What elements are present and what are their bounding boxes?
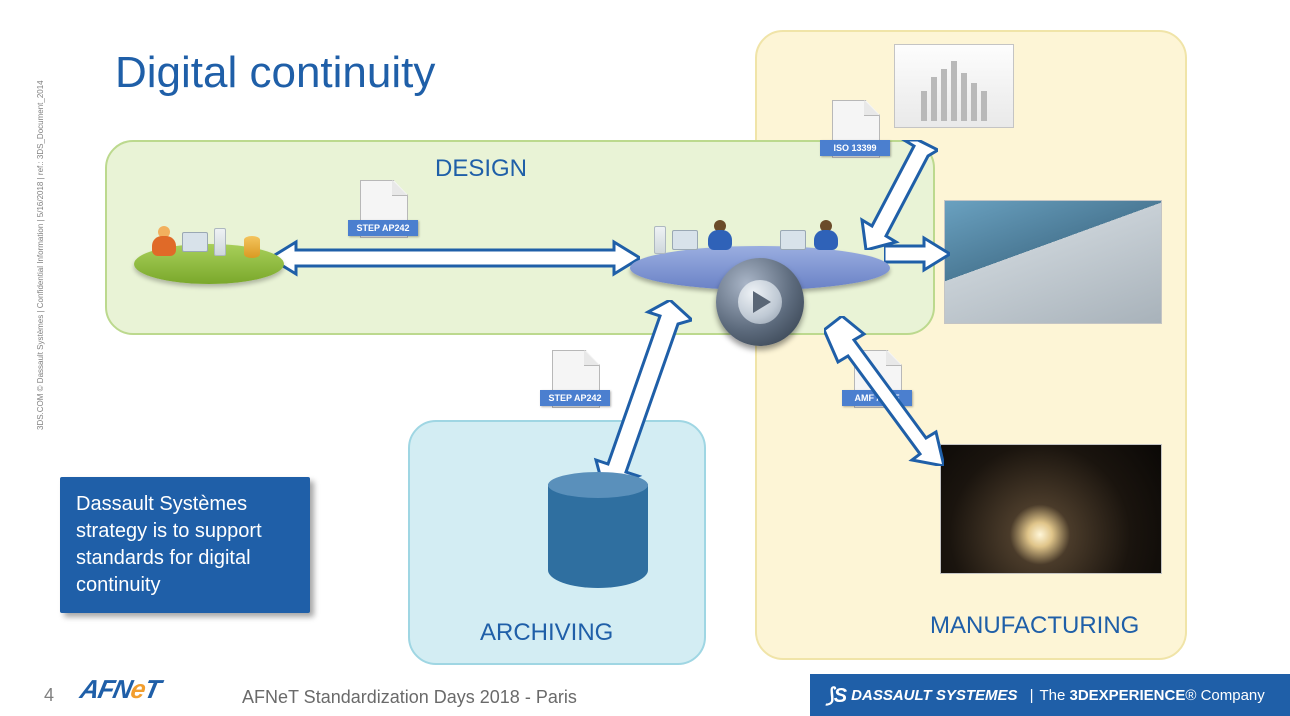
cnc-machine-image <box>944 200 1162 324</box>
person-icon <box>814 220 838 252</box>
page-number: 4 <box>44 685 54 706</box>
document-fold-icon <box>392 180 408 196</box>
monitor-icon <box>780 230 806 250</box>
person-icon <box>708 220 732 252</box>
slide-footer: 4 AFNeT AFNeT Standardization Days 2018 … <box>0 674 1290 716</box>
tagline-bold: 3DEXPERIENCE <box>1069 687 1185 704</box>
copyright-vertical: 3DS.COM © Dassault Systèmes | Confidenti… <box>36 80 45 430</box>
footer-center-text: AFNeT Standardization Days 2018 - Paris <box>242 687 577 708</box>
monitor-icon <box>182 232 208 252</box>
arrow-collab-archive <box>582 300 692 490</box>
compass-play-icon <box>716 258 804 346</box>
experience-tagline: The 3DEXPERIENCE® Company <box>1039 687 1264 704</box>
archiving-label: ARCHIVING <box>480 619 613 647</box>
person-icon <box>152 226 176 258</box>
afnet-logo: AFNeT <box>76 674 232 712</box>
page-title: Digital continuity <box>115 48 435 98</box>
cutting-tools-image <box>894 44 1014 128</box>
arrow-collab-to-laser <box>824 316 944 466</box>
laser-deposition-image <box>940 444 1162 574</box>
database-small-icon <box>244 236 260 258</box>
tower-icon <box>654 226 666 254</box>
design-label: DESIGN <box>435 155 527 183</box>
archive-database-icon <box>548 472 648 600</box>
footer-right-brand: ⟆S DASSAULT SYSTEMES | The 3DEXPERIENCE®… <box>810 674 1290 716</box>
monitor-icon <box>672 230 698 250</box>
tagline-prefix: The <box>1039 687 1069 704</box>
tagline-suffix: ® Company <box>1185 687 1264 704</box>
separator: | <box>1030 687 1034 704</box>
arrow-design-collab <box>270 238 640 278</box>
manufacturing-label: MANUFACTURING <box>930 612 1139 640</box>
strategy-callout: Dassault Systèmes strategy is to support… <box>60 477 310 613</box>
design-user-platform <box>134 222 284 284</box>
doc-label: STEP AP242 <box>348 220 418 236</box>
ds-swoosh-icon: ⟆S <box>826 683 847 708</box>
tower-icon <box>214 228 226 256</box>
ds-brand-text: DASSAULT SYSTEMES <box>851 687 1017 704</box>
arrow-collab-to-cnc <box>884 234 950 274</box>
